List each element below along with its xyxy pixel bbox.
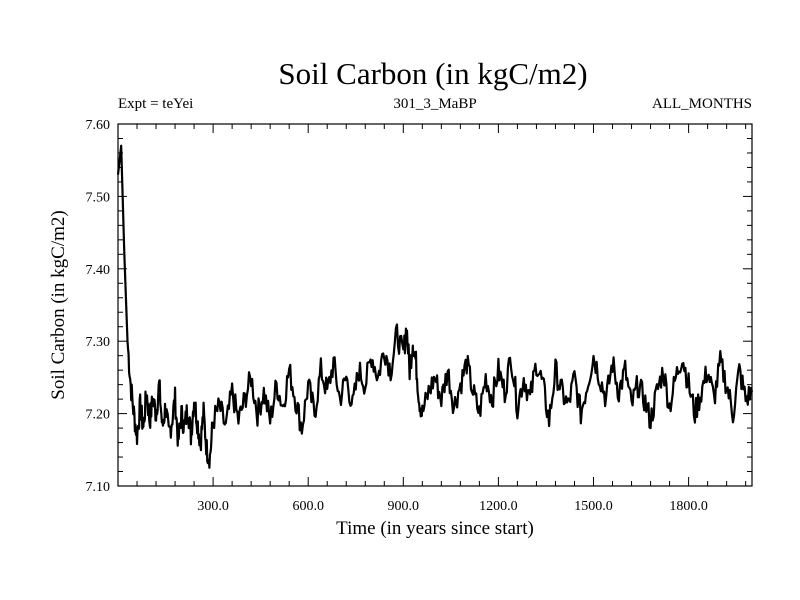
x-tick-label: 1500.0 [574,499,613,514]
subtitle-center: 301_3_MaBP [393,96,476,112]
subtitle-left: Expt = teYei [118,96,193,112]
y-tick-label: 7.30 [86,335,111,350]
y-tick-label: 7.40 [86,263,111,278]
x-tick-label: 900.0 [388,499,420,514]
x-axis-label: Time (in years since start) [336,518,534,539]
subtitle-right: ALL_MONTHS [652,96,752,112]
x-tick-label: 1800.0 [669,499,708,514]
chart-title: Soil Carbon (in kgC/m2) [278,56,587,91]
y-axis-label: Soil Carbon (in kgC/m2) [48,210,69,399]
plot-frame [117,123,753,487]
y-tick-label: 7.20 [86,408,111,423]
series-group [116,144,754,469]
y-tick-label: 7.10 [86,480,111,495]
x-tick-label: 1200.0 [479,499,518,514]
y-tick-label: 7.60 [86,118,111,133]
x-tick-label: 300.0 [197,499,229,514]
y-axis: 7.10 7.20 7.30 7.40 7.50 7.60 [86,118,752,495]
series-line [116,144,754,469]
y-tick-label: 7.50 [86,190,111,205]
x-tick-label: 600.0 [292,499,324,514]
x-axis: 300.0 600.0 900.0 1200.0 1500.0 1800.0 [136,124,747,514]
